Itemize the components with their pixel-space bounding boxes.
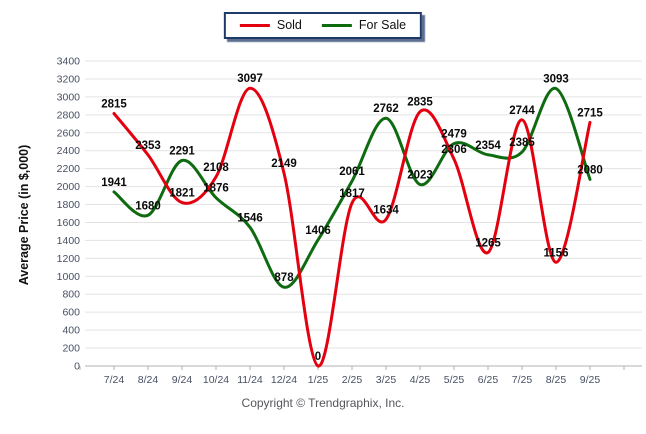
legend-item-for-sale[interactable]: For Sale	[321, 18, 407, 33]
x-tick-label: 6/25	[478, 374, 499, 386]
y-tick-label: 2400	[57, 145, 81, 157]
data-label-for-sale: 1876	[203, 183, 229, 195]
x-tick-label: 12/24	[271, 374, 297, 386]
x-tick-label: 9/24	[172, 374, 193, 386]
x-tick-label: 3/25	[376, 374, 397, 386]
data-label-sold: 1821	[169, 188, 195, 200]
legend-label-for-sale: For Sale	[358, 18, 407, 32]
gridlines	[85, 60, 642, 367]
x-axis-ticks	[79, 366, 625, 370]
data-label-sold: 2744	[509, 105, 535, 117]
data-label-for-sale: 3093	[543, 74, 569, 86]
data-label-sold: 2353	[135, 140, 161, 152]
series-lines	[112, 86, 592, 368]
y-tick-label: 1600	[57, 217, 81, 229]
data-label-sold: 1634	[373, 204, 399, 216]
data-label-for-sale: 1941	[101, 177, 127, 189]
for-sale-line-swatch	[321, 24, 352, 27]
data-label-for-sale: 2762	[373, 103, 399, 115]
y-tick-label: 1200	[57, 253, 81, 265]
x-axis-labels: 7/24 8/24 9/24 10/24 11/24 12/24 1/25 2/25 3/25 4…	[104, 374, 601, 386]
data-label-sold: 2815	[101, 98, 127, 110]
x-tick-label: 7/24	[104, 374, 125, 386]
x-tick-label: 7/25	[512, 374, 533, 386]
data-label-for-sale: 2385	[509, 137, 535, 149]
data-label-sold: 2715	[577, 107, 603, 119]
y-tick-label: 1000	[57, 271, 81, 283]
data-label-for-sale: 1680	[135, 200, 161, 212]
y-tick-label: 600	[62, 307, 80, 319]
x-tick-label: 8/25	[546, 374, 567, 386]
y-tick-label: 2800	[57, 109, 81, 121]
series-line-sold	[112, 86, 592, 368]
legend: Sold For Sale	[223, 12, 423, 39]
y-axis-title: Average Price (in $,000)	[17, 145, 31, 286]
legend-item-sold[interactable]: Sold	[239, 18, 302, 33]
y-tick-label: 800	[62, 289, 80, 301]
data-label-for-sale: 1546	[237, 212, 263, 224]
y-tick-label: 2200	[57, 163, 81, 175]
copyright-text: Copyright © Trendgraphix, Inc.	[241, 396, 405, 410]
data-label-sold: 1265	[475, 238, 501, 250]
y-tick-label: 200	[62, 343, 80, 355]
x-tick-label: 9/25	[580, 374, 601, 386]
data-label-for-sale: 878	[274, 272, 294, 284]
y-tick-label: 2000	[57, 181, 81, 193]
sold-line-swatch	[239, 24, 270, 27]
x-tick-label: 1/25	[308, 374, 329, 386]
data-label-sold: 3097	[237, 73, 263, 85]
y-tick-label: 1400	[57, 235, 81, 247]
data-label-sold: 1156	[544, 247, 569, 259]
legend-label-sold: Sold	[276, 18, 302, 32]
data-labels: 2815 2353 1821 2108 3097 2149 0 1817 1634 2835 230…	[101, 73, 603, 363]
x-tick-label: 10/24	[203, 374, 229, 386]
y-tick-label: 3400	[57, 56, 81, 68]
x-tick-label: 11/24	[237, 374, 263, 386]
data-label-for-sale: 2023	[407, 170, 433, 182]
y-tick-label: 3200	[57, 73, 81, 85]
data-label-for-sale: 2354	[475, 140, 501, 152]
y-axis-labels: 0 200 400 600 800 1000 1200 1400 1600 1800 2000 220…	[57, 56, 81, 373]
data-label-sold: 2835	[407, 97, 433, 109]
data-label-sold: 2108	[203, 162, 229, 174]
data-label-for-sale: 2061	[339, 166, 365, 178]
data-label-for-sale: 2291	[169, 145, 195, 157]
data-label-for-sale: 1406	[305, 225, 331, 237]
data-label-sold: 1817	[339, 188, 365, 200]
x-tick-label: 4/25	[410, 374, 431, 386]
y-tick-label: 1800	[57, 199, 81, 211]
y-tick-label: 2600	[57, 127, 81, 139]
series-line-for-sale	[112, 86, 592, 289]
x-tick-label: 2/25	[342, 374, 363, 386]
data-label-sold: 0	[315, 351, 321, 363]
data-label-sold: 2306	[441, 144, 467, 156]
x-tick-label: 8/24	[138, 374, 159, 386]
y-tick-label: 3000	[57, 91, 81, 103]
y-tick-label: 0	[74, 361, 80, 373]
y-tick-label: 400	[62, 325, 80, 337]
x-tick-label: 5/25	[444, 374, 465, 386]
data-label-for-sale: 2479	[441, 129, 467, 141]
data-label-sold: 2149	[271, 158, 297, 170]
data-label-for-sale: 2080	[577, 164, 603, 176]
